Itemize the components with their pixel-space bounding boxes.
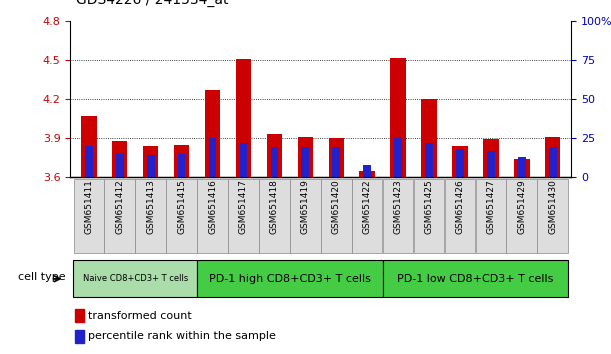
Bar bbox=[228, 178, 259, 253]
Bar bbox=[104, 178, 135, 253]
Bar bbox=[394, 138, 402, 177]
Bar bbox=[116, 154, 123, 177]
Text: GSM651419: GSM651419 bbox=[301, 179, 310, 234]
Bar bbox=[487, 150, 495, 177]
Bar bbox=[456, 149, 464, 177]
Text: PD-1 low CD8+CD3+ T cells: PD-1 low CD8+CD3+ T cells bbox=[397, 274, 554, 284]
Bar bbox=[73, 178, 104, 253]
Bar bbox=[514, 159, 530, 177]
Bar bbox=[414, 178, 444, 253]
Text: GSM651425: GSM651425 bbox=[425, 179, 434, 234]
Bar bbox=[166, 178, 197, 253]
Bar bbox=[290, 178, 321, 253]
Bar bbox=[197, 178, 228, 253]
Bar bbox=[75, 330, 84, 343]
Bar bbox=[475, 178, 506, 253]
Text: GDS4226 / 241534_at: GDS4226 / 241534_at bbox=[76, 0, 229, 7]
Bar bbox=[390, 58, 406, 177]
Text: GSM651423: GSM651423 bbox=[393, 179, 403, 234]
Bar bbox=[174, 144, 189, 177]
Bar bbox=[382, 178, 414, 253]
Text: GSM651411: GSM651411 bbox=[84, 179, 93, 234]
Bar bbox=[147, 155, 155, 177]
Bar bbox=[271, 147, 278, 177]
Bar bbox=[549, 147, 557, 177]
Text: GSM651417: GSM651417 bbox=[239, 179, 248, 234]
Bar bbox=[364, 165, 371, 177]
Text: PD-1 high CD8+CD3+ T cells: PD-1 high CD8+CD3+ T cells bbox=[209, 274, 371, 284]
Bar bbox=[422, 99, 437, 177]
Bar bbox=[75, 309, 84, 322]
Text: cell type: cell type bbox=[18, 272, 65, 282]
Bar bbox=[518, 157, 525, 177]
Bar bbox=[538, 178, 568, 253]
Text: GSM651426: GSM651426 bbox=[455, 179, 464, 234]
Bar bbox=[197, 261, 382, 297]
Bar bbox=[205, 90, 220, 177]
Bar bbox=[332, 147, 340, 177]
Bar bbox=[178, 154, 186, 177]
Bar bbox=[452, 146, 467, 177]
Bar bbox=[507, 178, 537, 253]
Bar bbox=[209, 138, 216, 177]
Bar bbox=[321, 178, 351, 253]
Bar bbox=[112, 141, 128, 177]
Text: GSM651413: GSM651413 bbox=[146, 179, 155, 234]
Bar bbox=[259, 178, 290, 253]
Bar bbox=[329, 138, 344, 177]
Text: transformed count: transformed count bbox=[88, 311, 192, 321]
Bar bbox=[425, 143, 433, 177]
Text: GSM651415: GSM651415 bbox=[177, 179, 186, 234]
Text: GSM651430: GSM651430 bbox=[548, 179, 557, 234]
Text: Naive CD8+CD3+ T cells: Naive CD8+CD3+ T cells bbox=[82, 274, 188, 283]
Bar bbox=[445, 178, 475, 253]
Bar bbox=[301, 147, 309, 177]
Text: GSM651427: GSM651427 bbox=[486, 179, 496, 234]
Text: GSM651412: GSM651412 bbox=[115, 179, 124, 234]
Text: GSM651429: GSM651429 bbox=[518, 179, 526, 234]
Text: GSM651422: GSM651422 bbox=[363, 179, 371, 234]
Bar bbox=[545, 137, 560, 177]
Bar bbox=[352, 178, 382, 253]
Bar bbox=[143, 146, 158, 177]
Bar bbox=[483, 139, 499, 177]
Bar bbox=[359, 171, 375, 177]
Bar bbox=[73, 261, 197, 297]
Text: GSM651420: GSM651420 bbox=[332, 179, 341, 234]
Text: GSM651418: GSM651418 bbox=[270, 179, 279, 234]
Bar bbox=[85, 146, 93, 177]
Bar bbox=[240, 143, 247, 177]
Bar bbox=[81, 116, 97, 177]
Bar bbox=[236, 59, 251, 177]
Text: percentile rank within the sample: percentile rank within the sample bbox=[88, 331, 276, 341]
Bar bbox=[136, 178, 166, 253]
Bar bbox=[266, 134, 282, 177]
Bar bbox=[382, 261, 568, 297]
Bar bbox=[298, 137, 313, 177]
Text: GSM651416: GSM651416 bbox=[208, 179, 217, 234]
